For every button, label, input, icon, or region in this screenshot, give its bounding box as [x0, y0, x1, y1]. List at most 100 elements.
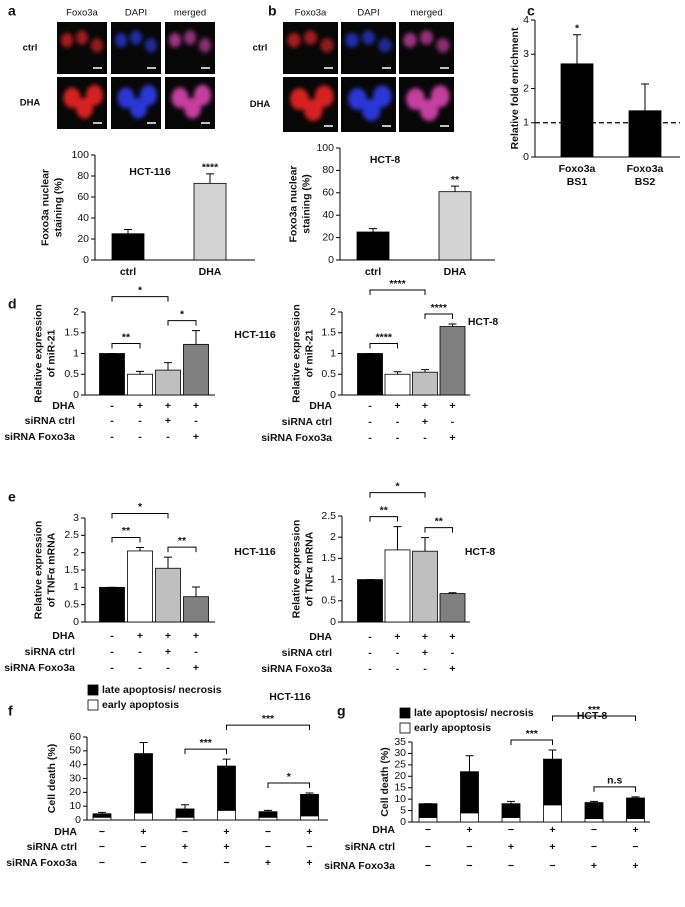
comparison-bracket [167, 320, 197, 326]
bar-segment [543, 758, 562, 806]
cell [169, 32, 181, 48]
y-tick-label: 0.5 [64, 368, 79, 380]
y-axis-label: of TNFα mRNA [45, 532, 57, 607]
error-bar [631, 796, 640, 798]
cells [290, 85, 334, 121]
condition-value: + [137, 400, 143, 412]
y-tick-label: 25 [394, 759, 406, 771]
condition-value: - [396, 647, 400, 659]
y-tick-label: 2 [73, 546, 79, 558]
comparison-label: * [395, 480, 400, 492]
condition-value: + [306, 857, 312, 869]
bar-segment [175, 816, 195, 821]
bar [127, 373, 153, 396]
cell [430, 85, 450, 108]
x-tick-label: DHA [444, 266, 467, 278]
comparison-label: *** [588, 704, 601, 716]
panel-letter: b [268, 3, 277, 19]
comparison-label: ** [122, 525, 131, 537]
error-bar [573, 34, 581, 64]
cell [419, 30, 434, 45]
cell [61, 32, 73, 48]
comparison-label: *** [262, 713, 275, 725]
condition-value: + [422, 416, 428, 428]
row-label: DHA [250, 99, 271, 110]
y-tick-label: 2 [73, 306, 79, 318]
y-tick-label: 3 [523, 48, 529, 60]
y-tick-label: 0 [523, 151, 529, 163]
cells [115, 30, 157, 53]
cell [76, 97, 93, 119]
cell [314, 85, 334, 108]
cell [348, 88, 367, 110]
cell [378, 38, 392, 53]
condition-value: − [182, 857, 188, 869]
condition-value: + [632, 860, 638, 872]
chart-title: HCT-116 [129, 166, 171, 178]
chart-title: HCT-8 [468, 316, 498, 328]
y-tick-label: 0.5 [321, 368, 336, 380]
condition-value: + [591, 860, 597, 872]
comparison-bracket [424, 527, 453, 533]
condition-value: - [368, 416, 372, 428]
cells [287, 30, 334, 53]
condition-label: siRNA ctrl [282, 647, 332, 659]
condition-label: siRNA ctrl [25, 646, 75, 658]
y-axis-label: staining (%) [52, 178, 64, 238]
condition-value: - [451, 416, 455, 428]
error-bar [164, 362, 172, 371]
bar [155, 567, 181, 623]
y-tick-label: 20 [69, 786, 81, 798]
condition-value: + [137, 630, 143, 642]
bar [357, 579, 383, 623]
condition-value: - [451, 647, 455, 659]
condition-value: + [449, 631, 455, 643]
cell [290, 88, 309, 110]
condition-value: + [394, 631, 400, 643]
column-header: merged [410, 8, 442, 19]
bar-segment [217, 765, 236, 811]
cells [169, 30, 211, 53]
panel-letter: a [8, 3, 16, 19]
bar [439, 326, 466, 396]
y-axis-label: Cell death (%) [379, 747, 391, 816]
y-tick-label: 40 [322, 209, 334, 221]
condition-value: - [368, 663, 372, 675]
condition-label: siRNA Foxo3a [324, 860, 395, 872]
cell [130, 30, 142, 45]
condition-value: − [265, 841, 271, 853]
condition-label: siRNA ctrl [282, 416, 332, 428]
bar [127, 550, 153, 623]
cell [303, 99, 323, 121]
condition-value: + [449, 663, 455, 675]
cell [86, 84, 103, 106]
y-tick-label: 1 [523, 117, 529, 129]
error-bar [136, 370, 144, 375]
cells [63, 84, 103, 119]
comparison-label: **** [431, 302, 448, 314]
bar [412, 371, 438, 396]
bar [356, 231, 390, 261]
condition-value: + [193, 431, 199, 443]
y-tick-label: 20 [77, 233, 89, 245]
y-axis-label: of miR-21 [303, 329, 315, 377]
bar [560, 63, 594, 158]
y-axis-label: of miR-21 [45, 329, 57, 377]
condition-value: − [591, 824, 597, 836]
error-bar [192, 586, 200, 597]
bar-segment [134, 812, 153, 821]
comparison-bracket [111, 296, 169, 302]
cell [406, 88, 425, 110]
error-bar [548, 749, 557, 760]
comparison-bracket [424, 313, 453, 320]
y-tick-label: 1 [73, 347, 79, 359]
comparison-bracket [369, 289, 426, 296]
column-header: merged [174, 8, 206, 19]
condition-value: - [194, 646, 198, 658]
condition-value: − [632, 841, 638, 853]
y-tick-label: 100 [71, 149, 89, 161]
error-bar [507, 800, 515, 804]
cell [372, 85, 392, 108]
condition-value: + [466, 824, 472, 836]
comparison-bracket [226, 724, 310, 731]
